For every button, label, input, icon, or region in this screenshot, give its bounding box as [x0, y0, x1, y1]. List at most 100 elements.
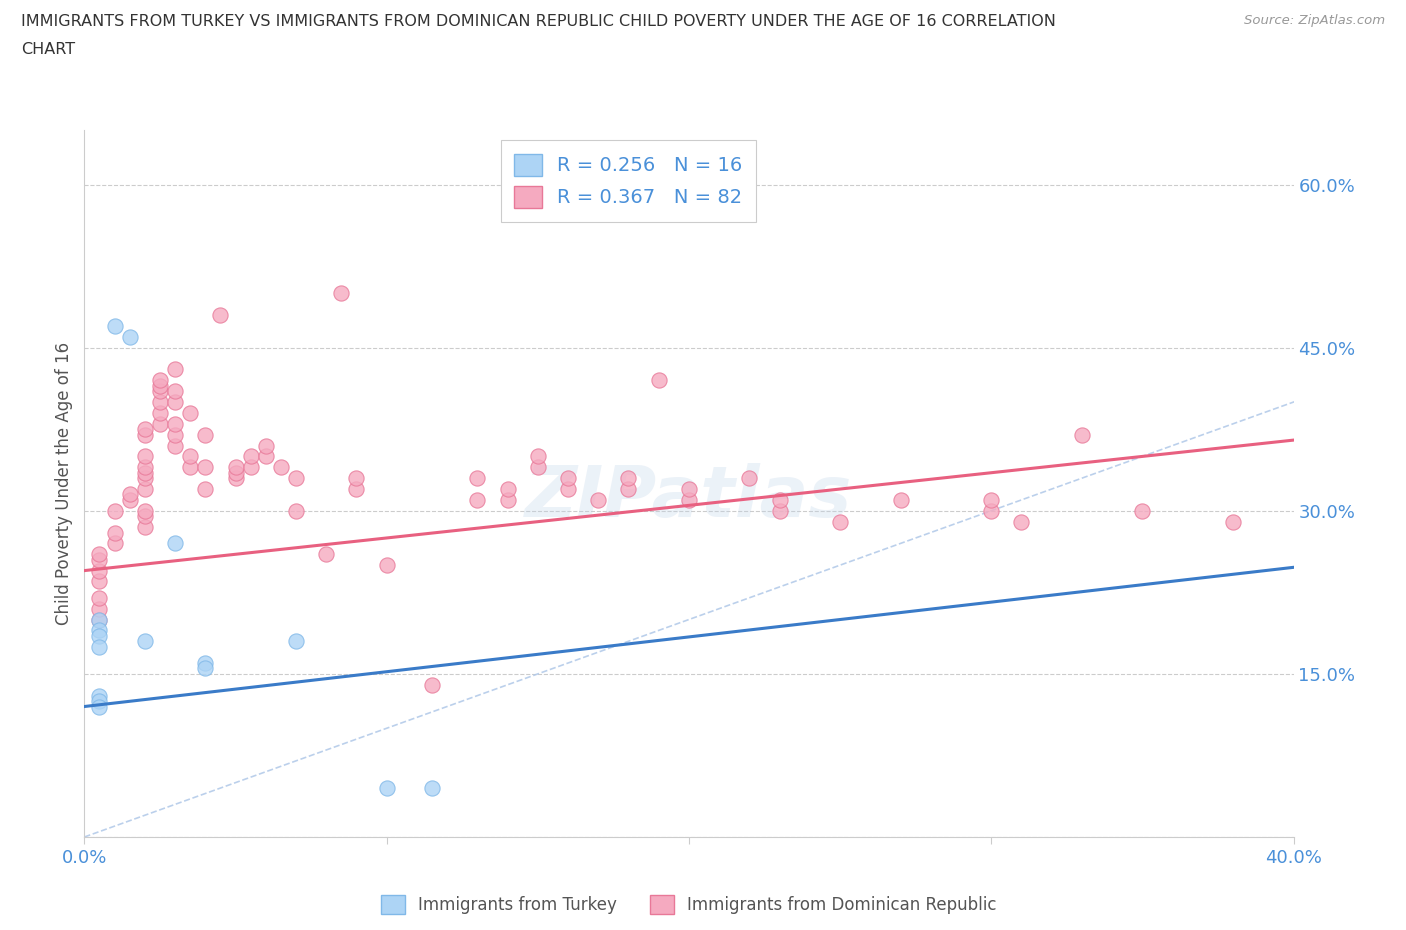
Point [89, 601, 111, 616]
Point [163, 417, 186, 432]
Point [194, 427, 217, 442]
Point [163, 536, 186, 551]
Text: ZIPatlas: ZIPatlas [526, 463, 852, 532]
Point [557, 482, 579, 497]
Point [467, 493, 489, 508]
Point [254, 449, 277, 464]
Point [980, 493, 1002, 508]
Y-axis label: Child Poverty Under the Age of 16: Child Poverty Under the Age of 16 [55, 342, 73, 625]
Point [179, 459, 201, 474]
Point [890, 493, 912, 508]
Point [89, 547, 111, 562]
Point [496, 482, 519, 497]
Point [346, 471, 368, 485]
Point [163, 362, 186, 377]
Point [496, 493, 519, 508]
Point [526, 459, 548, 474]
Point [163, 394, 186, 409]
Point [134, 503, 156, 518]
Point [149, 417, 172, 432]
Point [134, 520, 156, 535]
Point [284, 471, 308, 485]
Point [225, 459, 247, 474]
Point [179, 449, 201, 464]
Point [617, 482, 640, 497]
Point [270, 459, 292, 474]
Point [830, 514, 852, 529]
Point [254, 438, 277, 453]
Point [104, 318, 127, 333]
Point [769, 503, 792, 518]
Point [163, 384, 186, 399]
Point [149, 384, 172, 399]
Legend: Immigrants from Turkey, Immigrants from Dominican Republic: Immigrants from Turkey, Immigrants from … [375, 888, 1002, 921]
Point [239, 449, 262, 464]
Point [118, 487, 141, 502]
Text: IMMIGRANTS FROM TURKEY VS IMMIGRANTS FROM DOMINICAN REPUBLIC CHILD POVERTY UNDER: IMMIGRANTS FROM TURKEY VS IMMIGRANTS FRO… [21, 14, 1056, 29]
Point [89, 612, 111, 627]
Point [104, 525, 127, 540]
Point [163, 438, 186, 453]
Point [420, 780, 443, 795]
Point [89, 612, 111, 627]
Point [89, 564, 111, 578]
Point [89, 623, 111, 638]
Point [134, 427, 156, 442]
Point [617, 471, 640, 485]
Point [149, 394, 172, 409]
Point [89, 688, 111, 703]
Point [149, 405, 172, 420]
Point [89, 639, 111, 654]
Point [738, 471, 761, 485]
Point [346, 482, 368, 497]
Point [1222, 514, 1244, 529]
Point [134, 449, 156, 464]
Point [526, 449, 548, 464]
Point [225, 465, 247, 480]
Point [104, 503, 127, 518]
Text: CHART: CHART [21, 42, 75, 57]
Point [284, 634, 308, 649]
Text: Source: ZipAtlas.com: Source: ZipAtlas.com [1244, 14, 1385, 27]
Point [89, 591, 111, 605]
Point [557, 471, 579, 485]
Point [118, 493, 141, 508]
Point [134, 634, 156, 649]
Point [239, 459, 262, 474]
Point [89, 552, 111, 567]
Point [315, 547, 337, 562]
Point [134, 422, 156, 437]
Point [89, 629, 111, 644]
Point [225, 471, 247, 485]
Point [89, 694, 111, 709]
Point [163, 427, 186, 442]
Point [134, 509, 156, 524]
Point [194, 656, 217, 671]
Point [1010, 514, 1032, 529]
Point [149, 373, 172, 388]
Point [330, 286, 353, 300]
Point [118, 329, 141, 344]
Point [588, 493, 610, 508]
Point [420, 677, 443, 692]
Point [209, 308, 232, 323]
Point [467, 471, 489, 485]
Point [149, 379, 172, 393]
Point [1130, 503, 1153, 518]
Point [104, 536, 127, 551]
Point [194, 459, 217, 474]
Point [134, 471, 156, 485]
Point [134, 459, 156, 474]
Point [134, 482, 156, 497]
Point [375, 558, 398, 573]
Point [1071, 427, 1094, 442]
Point [980, 503, 1002, 518]
Point [194, 661, 217, 676]
Point [89, 574, 111, 589]
Point [678, 493, 700, 508]
Point [179, 405, 201, 420]
Point [194, 482, 217, 497]
Point [375, 780, 398, 795]
Point [89, 699, 111, 714]
Point [678, 482, 700, 497]
